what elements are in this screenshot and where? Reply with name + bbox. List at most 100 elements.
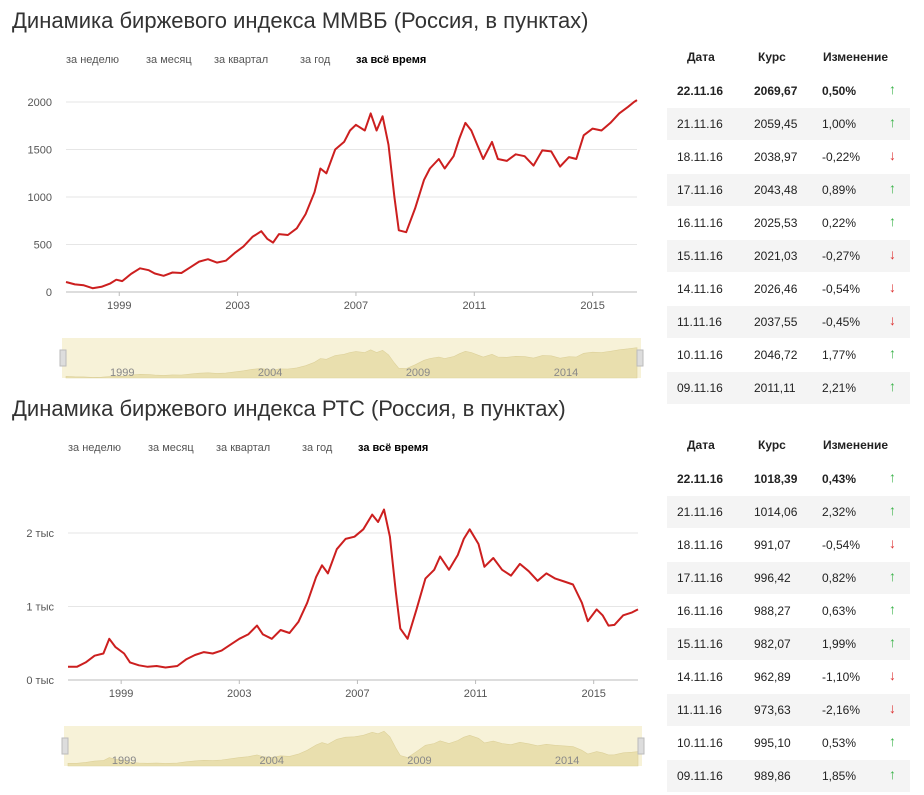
period-year-link[interactable]: за год	[300, 54, 331, 66]
navigator-tick-label: 2004	[260, 755, 284, 767]
row-rate: 1014,06	[754, 505, 798, 519]
period-all-link[interactable]: за всё время	[358, 442, 429, 454]
navigator-left-handle	[61, 737, 69, 755]
row-change: 1,77%	[822, 348, 857, 362]
row-date: 21.11.16	[677, 117, 723, 131]
table-row: 09.11.16 2011,11 2,21% ↑	[667, 371, 910, 404]
navigator-left-handle	[59, 349, 67, 367]
x-tick-label: 1999	[107, 300, 131, 312]
navigator-tick-label: 2014	[554, 367, 578, 379]
period-all-link[interactable]: за всё время	[356, 54, 427, 66]
arrow-up-icon: ↑	[889, 568, 896, 584]
row-date: 09.11.16	[677, 381, 723, 395]
table-row: 15.11.16 982,07 1,99% ↑	[667, 627, 910, 660]
table-row: 21.11.16 1014,06 2,32% ↑	[667, 495, 910, 528]
row-date: 15.11.16	[677, 637, 723, 651]
table-row: 22.11.16 1018,39 0,43% ↑	[667, 462, 910, 495]
table-row: 16.11.16 988,27 0,63% ↑	[667, 594, 910, 627]
table-row: 22.11.16 2069,67 0,50% ↑	[667, 74, 910, 107]
row-rate: 962,89	[754, 670, 791, 684]
row-rate: 1018,39	[754, 472, 798, 486]
row-change: 1,85%	[822, 769, 857, 783]
row-date: 16.11.16	[677, 216, 723, 230]
arrow-up-icon: ↑	[889, 733, 896, 749]
period-quarter-link[interactable]: за квартал	[214, 54, 269, 66]
period-month-link[interactable]: за месяц	[146, 54, 192, 66]
period-year-link[interactable]: за год	[302, 442, 333, 454]
chart-title: Динамика биржевого индекса ММВБ (Россия,…	[12, 8, 589, 33]
series-line	[68, 508, 639, 669]
y-tick-label: 0	[46, 287, 52, 299]
rts-panel: Динамика биржевого индекса РТС (Россия, …	[0, 388, 924, 792]
period-week-link[interactable]: за неделю	[68, 442, 122, 454]
x-tick-label: 2015	[581, 688, 605, 700]
row-rate: 2037,55	[754, 315, 798, 329]
row-change: -0,22%	[822, 150, 861, 164]
arrow-up-icon: ↑	[889, 213, 896, 229]
navigator-area	[65, 347, 638, 379]
row-date: 17.11.16	[677, 571, 723, 585]
row-change: 0,63%	[822, 604, 857, 618]
col-rate-header: Курс	[758, 438, 786, 452]
row-change: 1,99%	[822, 637, 857, 651]
table-row: 10.11.16 2046,72 1,77% ↑	[667, 338, 910, 371]
arrow-down-icon: ↓	[889, 147, 896, 163]
row-rate: 989,86	[754, 769, 791, 783]
y-tick-label: 2000	[28, 97, 52, 109]
table-header: Дата Курс Изменение	[667, 428, 910, 462]
y-tick-label: 0 тыс	[26, 675, 54, 687]
row-date: 10.11.16	[677, 348, 723, 362]
col-rate-header: Курс	[758, 50, 786, 64]
x-tick-label: 1999	[109, 688, 133, 700]
arrow-down-icon: ↓	[889, 246, 896, 262]
col-change-header: Изменение	[823, 438, 889, 452]
micex-panel: Динамика биржевого индекса ММВБ (Россия,…	[0, 0, 924, 404]
table-row: 10.11.16 995,10 0,53% ↑	[667, 726, 910, 759]
row-change: -0,27%	[822, 249, 861, 263]
x-tick-label: 2007	[344, 300, 368, 312]
row-change: 0,22%	[822, 216, 857, 230]
row-date: 18.11.16	[677, 538, 723, 552]
col-date-header: Дата	[687, 50, 715, 64]
table-row: 17.11.16 2043,48 0,89% ↑	[667, 173, 910, 206]
row-rate: 995,10	[754, 736, 791, 750]
x-tick-label: 2015	[580, 300, 604, 312]
period-month-link[interactable]: за месяц	[148, 442, 194, 454]
row-change: -0,54%	[822, 282, 861, 296]
navigator-tick-label: 2009	[406, 367, 430, 379]
y-tick-label: 2 тыс	[26, 528, 54, 540]
table-row: 21.11.16 2059,45 1,00% ↑	[667, 107, 910, 140]
row-date: 16.11.16	[677, 604, 723, 618]
row-change: 0,53%	[822, 736, 857, 750]
navigator-tick-label: 2014	[555, 755, 579, 767]
row-change: -1,10%	[822, 670, 861, 684]
navigator-tick-label: 1999	[110, 367, 134, 379]
row-rate: 996,42	[754, 571, 791, 585]
navigator-right-handle	[637, 737, 645, 755]
navigator-area	[67, 730, 639, 767]
table-row: 18.11.16 2038,97 -0,22% ↓	[667, 140, 910, 173]
micex-chart: 0 500 1000 1500 2000 1999 2003 2007 2011 2015 1999…	[28, 97, 644, 379]
navigator-tick-label: 1999	[112, 755, 136, 767]
row-date: 14.11.16	[677, 282, 723, 296]
table-row: 09.11.16 989,86 1,85% ↑	[667, 759, 910, 792]
chart-title: Динамика биржевого индекса РТС (Россия, …	[12, 396, 566, 421]
series-line	[65, 99, 638, 290]
period-quarter-link[interactable]: за квартал	[216, 442, 271, 454]
row-rate: 2043,48	[754, 183, 798, 197]
row-rate: 973,63	[754, 703, 791, 717]
y-tick-label: 500	[34, 240, 52, 252]
row-rate: 2021,03	[754, 249, 798, 263]
col-change-header: Изменение	[823, 50, 889, 64]
arrow-down-icon: ↓	[889, 535, 896, 551]
arrow-up-icon: ↑	[889, 634, 896, 650]
row-change: 0,82%	[822, 571, 857, 585]
row-rate: 2046,72	[754, 348, 798, 362]
x-tick-label: 2003	[225, 300, 249, 312]
y-tick-label: 1500	[28, 145, 52, 157]
period-week-link[interactable]: за неделю	[66, 54, 120, 66]
x-tick-label: 2007	[345, 688, 369, 700]
table-row: 16.11.16 2025,53 0,22% ↑	[667, 206, 910, 239]
table-row: 14.11.16 2026,46 -0,54% ↓	[667, 272, 910, 305]
row-rate: 2025,53	[754, 216, 798, 230]
